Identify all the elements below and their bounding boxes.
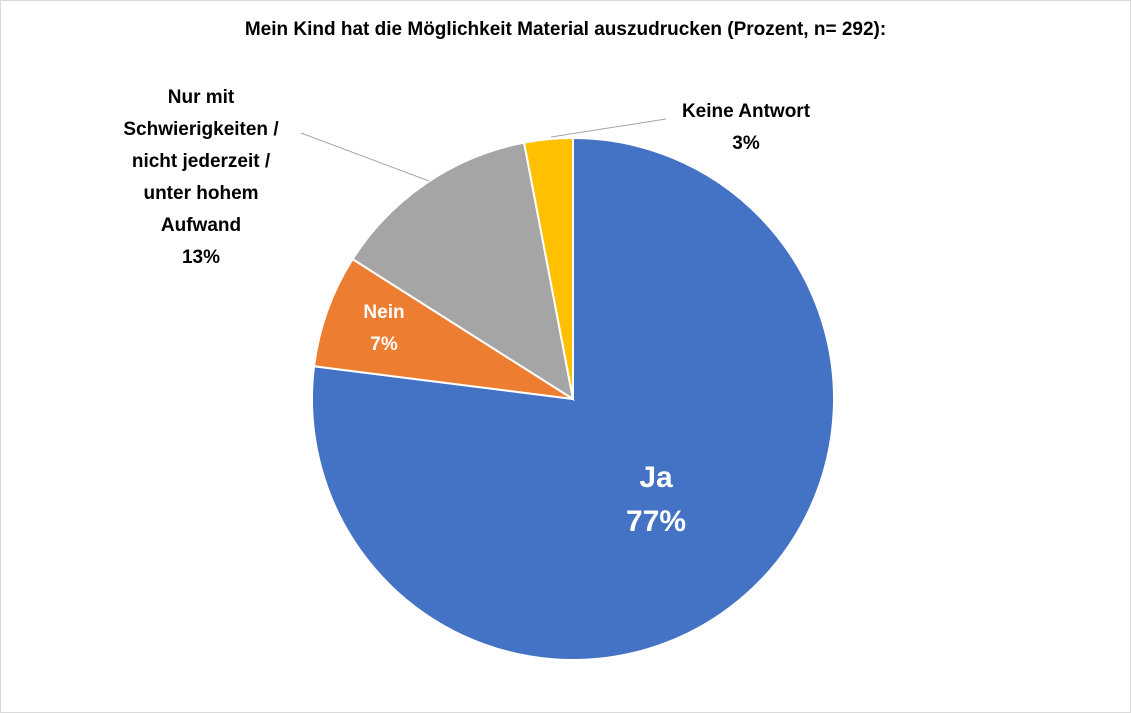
leader-line (300, 132, 430, 182)
category-label: Nur mit Schwierigkeiten / nicht jederzei… (123, 87, 279, 236)
slice-label: Nein 7% (324, 297, 444, 361)
value-label: 77% (625, 505, 687, 538)
slice-label: Keine Antwort 3% (646, 96, 846, 160)
chart-title: Mein Kind hat die Möglichkeit Material a… (244, 19, 887, 40)
category-label: Keine Antwort (681, 101, 811, 122)
pie-slice (351, 141, 575, 402)
value-label: 7% (370, 334, 398, 355)
category-label: Ja (639, 461, 673, 494)
leader-line (550, 118, 667, 138)
value-label: 3% (732, 133, 760, 154)
slice-label: Ja 77% (556, 456, 756, 544)
pie-slice (522, 136, 574, 400)
value-label: 13% (181, 247, 221, 268)
pie-slice (312, 257, 574, 400)
category-label: Nein (363, 302, 405, 323)
slice-label: Nur mit Schwierigkeiten / nicht jederzei… (106, 82, 296, 274)
